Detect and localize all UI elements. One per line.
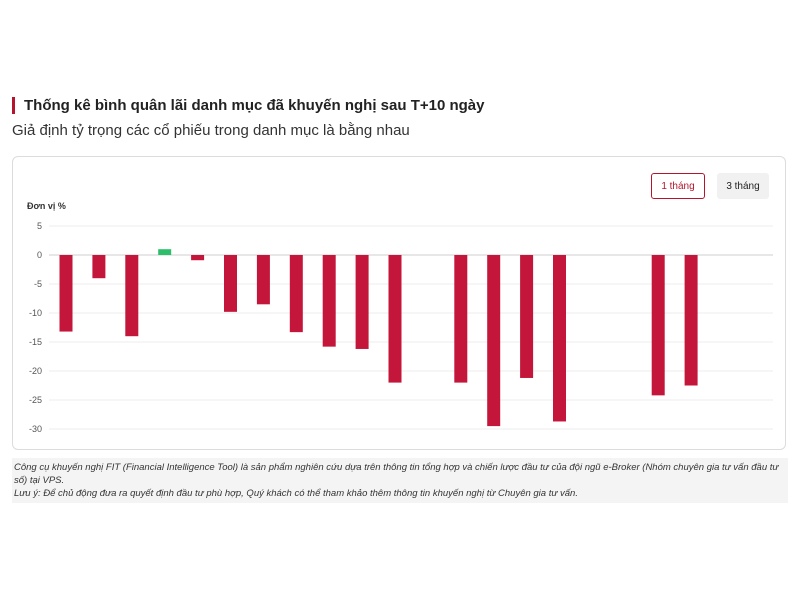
bar[interactable]: [289, 255, 303, 333]
bar[interactable]: [684, 255, 698, 386]
bar[interactable]: [224, 255, 237, 312]
period-3-month-button[interactable]: 3 tháng: [717, 173, 769, 199]
bar[interactable]: [454, 255, 468, 383]
section-heading: Thống kê bình quân lãi danh mục đã khuyế…: [12, 97, 484, 114]
disclaimer-text: Công cụ khuyến nghị FIT (Financial Intel…: [14, 462, 779, 486]
bar[interactable]: [388, 255, 402, 383]
chart-title: Thống kê bình quân lãi danh mục đã khuyế…: [24, 97, 485, 114]
y-tick-label: -20: [29, 366, 42, 376]
bar[interactable]: [59, 255, 73, 332]
bar[interactable]: [355, 255, 369, 349]
unit-label: Đơn vị %: [27, 201, 66, 211]
y-tick-label: 5: [37, 221, 42, 231]
y-tick-label: -30: [29, 424, 42, 434]
bar[interactable]: [487, 255, 501, 427]
bar[interactable]: [125, 255, 139, 337]
bar[interactable]: [651, 255, 665, 396]
bar[interactable]: [520, 255, 534, 378]
bar[interactable]: [553, 255, 566, 422]
chart-subtitle: Giả định tỷ trọng các cổ phiếu trong dan…: [12, 122, 410, 139]
disclaimer-warning: Lưu ý: Để chủ động đưa ra quyết định đầu…: [14, 488, 578, 499]
period-1-month-button[interactable]: 1 tháng: [651, 173, 705, 199]
bar[interactable]: [191, 255, 205, 261]
bar[interactable]: [158, 249, 172, 255]
y-tick-label: -15: [29, 337, 42, 347]
bar-chart: 5 0 -5 -10 -15 -20 -25 -30: [29, 221, 773, 434]
disclaimer-note: Công cụ khuyến nghị FIT (Financial Intel…: [12, 458, 788, 503]
bar[interactable]: [322, 255, 336, 347]
y-tick-label: -10: [29, 308, 42, 318]
y-tick-label: -25: [29, 395, 42, 405]
y-tick-label: -5: [34, 279, 42, 289]
bar[interactable]: [92, 255, 106, 279]
bar[interactable]: [256, 255, 270, 305]
y-tick-label: 0: [37, 250, 42, 260]
heading-accent-bar: [12, 97, 15, 114]
chart-card: 1 tháng 3 tháng Đơn vị % 5 0 -5 -10 -15 -20 -2…: [12, 156, 786, 450]
